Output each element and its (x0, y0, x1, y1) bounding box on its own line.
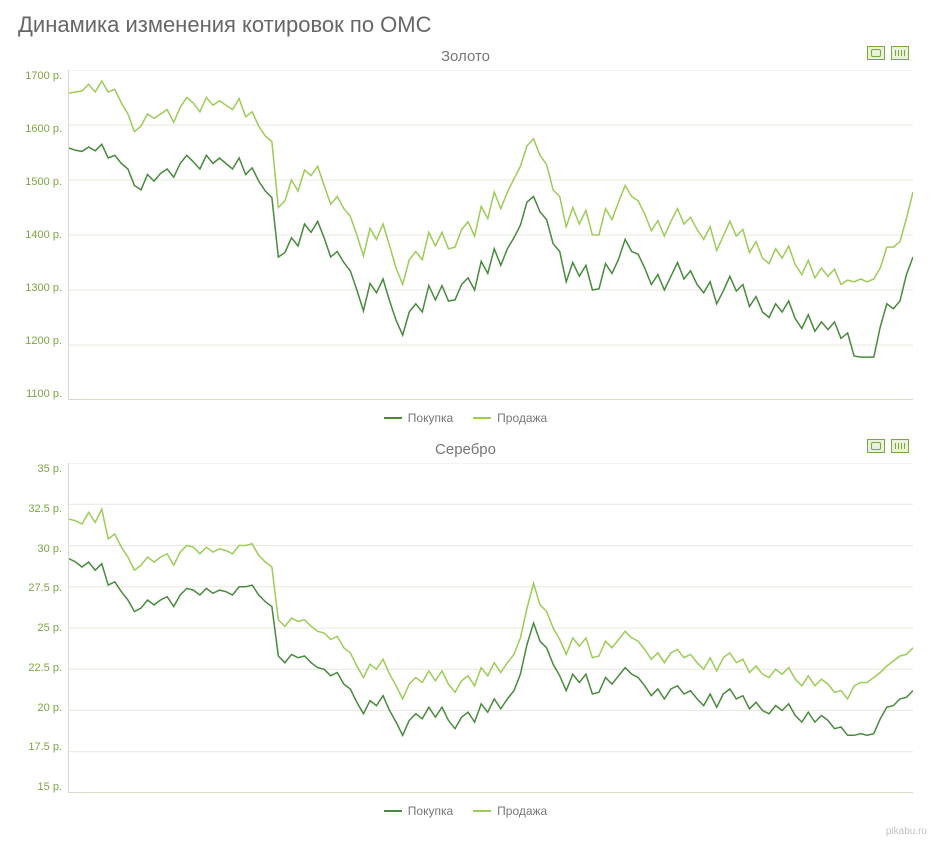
legend-label: Покупка (408, 411, 453, 425)
y-tick-label: 1500 p. (25, 176, 62, 188)
plot-area (68, 70, 913, 400)
source-watermark: pikabu.ru (886, 826, 927, 837)
y-tick-label: 20 p. (38, 702, 62, 714)
y-tick-label: 1400 p. (25, 229, 62, 241)
y-tick-label: 1200 p. (25, 335, 62, 347)
y-tick-label: 1600 p. (25, 123, 62, 135)
export-icon[interactable] (891, 46, 909, 60)
legend-label: Продажа (497, 804, 547, 818)
legend-swatch-icon (473, 810, 491, 812)
print-icon[interactable] (867, 439, 885, 453)
export-icon[interactable] (891, 439, 909, 453)
series-sell (69, 81, 913, 285)
print-icon[interactable] (867, 46, 885, 60)
y-tick-label: 25 p. (38, 622, 62, 634)
y-tick-label: 17.5 p. (28, 741, 62, 753)
legend-label: Покупка (408, 804, 453, 818)
y-tick-label: 1300 p. (25, 282, 62, 294)
y-tick-label: 1700 p. (25, 70, 62, 82)
chart-title: Серебро (435, 441, 496, 458)
legend-item-sell[interactable]: Продажа (473, 411, 547, 425)
plot-area (68, 463, 913, 793)
series-sell (69, 509, 913, 699)
legend: Покупка Продажа (18, 400, 913, 427)
legend-item-sell[interactable]: Продажа (473, 804, 547, 818)
chart-toolbar (867, 439, 909, 453)
chart-silver: Серебро 35 p. 32.5 p. 30 p. 27.5 p. 25 p. 22.5… (18, 437, 913, 820)
chart-gold: Золото 1700 p. 1600 p. 1500 p. 1400 p. 1300 p… (18, 44, 913, 427)
y-tick-label: 1100 p. (26, 388, 62, 400)
y-axis: 1700 p. 1600 p. 1500 p. 1400 p. 1300 p. 1200 … (18, 70, 68, 400)
legend-item-buy[interactable]: Покупка (384, 804, 453, 818)
y-tick-label: 22.5 p. (28, 662, 62, 674)
y-tick-label: 35 p. (38, 463, 62, 475)
page-title: Динамика изменения котировок по ОМС (18, 12, 913, 38)
legend-swatch-icon (473, 417, 491, 419)
y-tick-label: 32.5 p. (28, 503, 62, 515)
legend: Покупка Продажа (18, 793, 913, 820)
y-axis: 35 p. 32.5 p. 30 p. 27.5 p. 25 p. 22.5 p. 20 p… (18, 463, 68, 793)
y-tick-label: 15 p. (38, 781, 62, 793)
legend-swatch-icon (384, 417, 402, 419)
y-tick-label: 27.5 p. (28, 582, 62, 594)
chart-title: Золото (441, 48, 490, 65)
series-buy (69, 559, 913, 736)
legend-label: Продажа (497, 411, 547, 425)
legend-swatch-icon (384, 810, 402, 812)
chart-toolbar (867, 46, 909, 60)
legend-item-buy[interactable]: Покупка (384, 411, 453, 425)
y-tick-label: 30 p. (38, 543, 62, 555)
